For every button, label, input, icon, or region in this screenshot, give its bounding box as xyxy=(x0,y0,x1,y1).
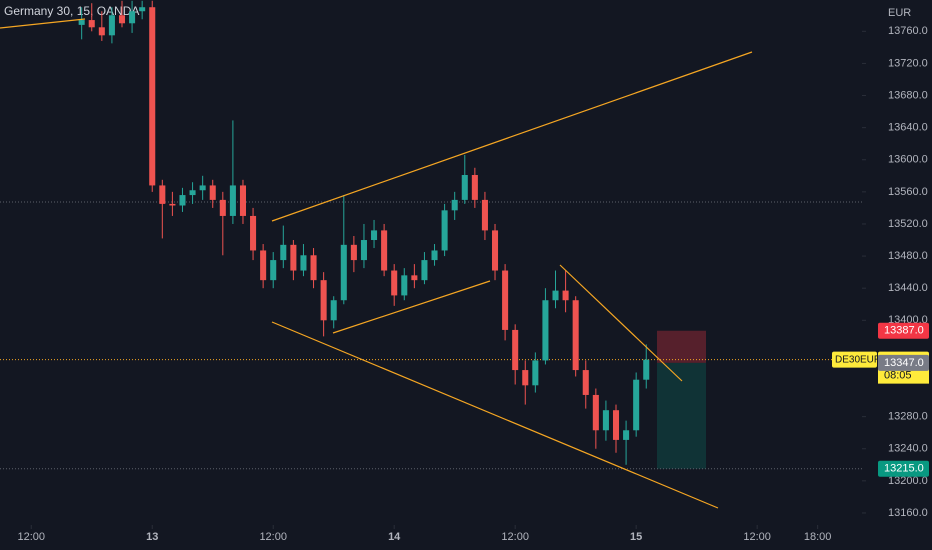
candle-body xyxy=(300,255,307,271)
price-tag-label: 13215.0 xyxy=(884,463,924,475)
x-tick-label: 13 xyxy=(146,531,158,543)
y-tick-label: 13200.0 xyxy=(888,475,928,487)
candle-body xyxy=(401,275,408,296)
candle-body xyxy=(239,185,246,216)
x-tick-label: 12:00 xyxy=(743,531,771,543)
candle-body xyxy=(623,430,630,440)
candle-body xyxy=(461,175,468,200)
candle-body xyxy=(502,270,509,330)
y-tick-label: 13720.0 xyxy=(888,57,928,69)
countdown: 08:05 xyxy=(884,370,912,382)
candle-body xyxy=(381,230,388,271)
candle-body xyxy=(260,250,267,281)
y-tick-label: 13480.0 xyxy=(888,250,928,262)
candle-body xyxy=(189,190,196,196)
y-tick-label: 13280.0 xyxy=(888,411,928,423)
x-tick-label: 14 xyxy=(388,531,401,543)
trendlines xyxy=(0,18,753,509)
candle-body xyxy=(219,199,226,216)
candle-body xyxy=(441,210,448,251)
candle-body xyxy=(371,230,378,241)
candle-body xyxy=(522,370,529,386)
candle-body xyxy=(330,300,337,321)
candle-body xyxy=(199,185,206,191)
price-tag-label: 13347.0 xyxy=(884,357,924,369)
candle-body xyxy=(532,360,539,386)
x-tick-label: 12:00 xyxy=(17,531,45,543)
candle-body xyxy=(270,260,277,281)
candle-body xyxy=(421,260,428,281)
candle-body xyxy=(360,240,367,261)
candle-body xyxy=(552,290,559,301)
x-tick-label: 18:00 xyxy=(804,531,832,543)
candle-body xyxy=(159,185,166,204)
candle-body xyxy=(471,175,478,200)
price-tag xyxy=(878,460,929,477)
candle-body xyxy=(98,27,105,36)
trendline xyxy=(271,51,753,222)
y-tick-label: 13640.0 xyxy=(888,122,928,134)
candle-body xyxy=(129,11,136,24)
candle-body xyxy=(643,359,650,380)
candle-body xyxy=(108,15,115,36)
candle-body xyxy=(209,185,216,200)
candle-body xyxy=(542,300,549,361)
candle-body xyxy=(391,270,398,296)
price-tag-label: 13387.0 xyxy=(884,325,924,337)
trendline xyxy=(332,280,491,334)
candle-body xyxy=(481,199,488,231)
symbol-label: DE30EUR xyxy=(835,354,881,365)
candle-body xyxy=(78,20,85,25)
trendline xyxy=(0,18,86,29)
y-tick-label: 13520.0 xyxy=(888,218,928,230)
candle-body xyxy=(88,20,95,28)
y-tick-label: 13760.0 xyxy=(888,25,928,37)
price-tag xyxy=(878,322,929,339)
candle-body xyxy=(179,195,186,206)
y-tick-label: 13680.0 xyxy=(888,89,928,101)
candle-body xyxy=(320,280,327,321)
candle-body xyxy=(411,275,418,281)
candle-body xyxy=(572,300,579,371)
candle-body xyxy=(562,290,569,301)
candle-body xyxy=(250,215,257,251)
trendline xyxy=(271,321,719,509)
candle-body xyxy=(602,410,609,431)
target-zone xyxy=(657,362,706,469)
candle-body xyxy=(169,203,176,206)
y-tick-label: 13560.0 xyxy=(888,186,928,198)
x-tick-label: 12:00 xyxy=(501,531,529,543)
y-tick-label: 13240.0 xyxy=(888,443,928,455)
candle-body xyxy=(118,15,126,24)
candle-body xyxy=(582,370,589,395)
candle-body xyxy=(612,410,620,440)
candle-body xyxy=(229,185,236,216)
countdown-tag xyxy=(878,367,929,384)
symbol-tag xyxy=(832,351,877,368)
candle-body xyxy=(451,199,458,211)
candle-body xyxy=(310,255,317,281)
candle-body xyxy=(592,394,599,431)
candle-body xyxy=(139,7,146,12)
y-tick-label: 13160.0 xyxy=(888,507,928,519)
trendline xyxy=(559,264,683,382)
candle-body xyxy=(340,244,347,301)
y-tick-label: 13440.0 xyxy=(888,282,928,294)
price-tag xyxy=(878,354,929,371)
candle-body xyxy=(431,250,438,261)
x-tick-label: 12:00 xyxy=(259,531,287,543)
candle-body xyxy=(149,7,156,186)
candle-body xyxy=(290,244,297,271)
x-tick-label: 15 xyxy=(630,531,642,543)
chart-title: Germany 30, 15, OANDA xyxy=(4,4,139,18)
candle-body xyxy=(491,230,499,271)
currency-label: EUR xyxy=(888,7,911,19)
candle-body xyxy=(350,244,357,261)
candle-body xyxy=(633,379,640,431)
candle-body xyxy=(512,329,519,371)
y-tick-label: 13600.0 xyxy=(888,154,928,166)
stop-zone xyxy=(657,330,706,363)
candle-body xyxy=(280,244,287,261)
